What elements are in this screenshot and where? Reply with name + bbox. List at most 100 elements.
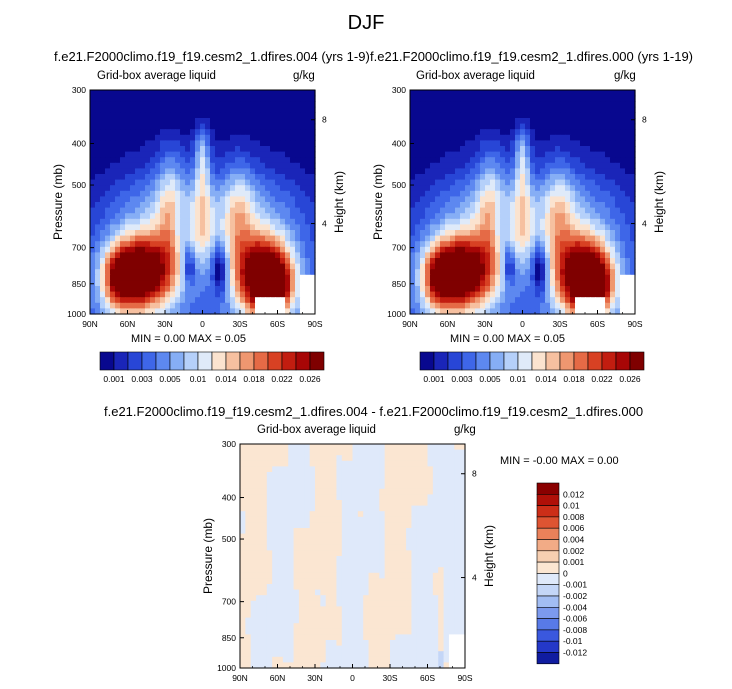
- panel2-cell: [625, 263, 631, 270]
- panel3-cell: [411, 516, 418, 523]
- panel2-cell: [415, 224, 421, 231]
- panel3-cell: [432, 488, 439, 495]
- panel3-cell: [272, 460, 279, 467]
- panel1-cell: [125, 134, 131, 141]
- panel2-cell: [610, 286, 616, 293]
- panel1-xtick-label: 60S: [270, 319, 285, 329]
- panel2-cell: [485, 246, 491, 253]
- panel3-cell: [347, 511, 354, 518]
- panel3-cell: [454, 488, 461, 495]
- panel1-cell: [300, 90, 306, 97]
- panel3-cell: [288, 477, 295, 484]
- panel2-cell: [550, 252, 556, 259]
- panel3-cell: [459, 539, 466, 546]
- panel2-cell: [480, 274, 486, 281]
- panel1-cell: [160, 134, 166, 141]
- panel2-cell: [490, 179, 496, 186]
- panel1-cell: [225, 112, 231, 119]
- panel3-cell: [395, 455, 402, 462]
- panel2-cell: [545, 101, 551, 108]
- panel3-cell: [347, 449, 354, 456]
- panel3-cell: [288, 460, 295, 467]
- panel2-cell: [425, 101, 431, 108]
- panel2-cell: [625, 157, 631, 164]
- panel1-cell: [260, 106, 266, 113]
- panel1-cell: [95, 146, 101, 153]
- panel1-cell: [105, 162, 111, 169]
- panel3-cell: [422, 444, 429, 451]
- panel2-cell: [485, 218, 491, 225]
- panel1-cell: [120, 274, 126, 281]
- panel2-cell: [445, 224, 451, 231]
- panel2-cell: [445, 157, 451, 164]
- panel1-cell: [245, 207, 251, 214]
- panel3-cell: [256, 561, 263, 568]
- panel3-cell: [357, 511, 364, 518]
- panel1-cell: [270, 280, 276, 287]
- panel1-cell: [130, 106, 136, 113]
- panel1-cell: [205, 308, 211, 315]
- panel2-cell: [510, 134, 516, 141]
- panel3-cell: [325, 477, 332, 484]
- panel3-cell: [352, 567, 359, 574]
- panel1-cell: [215, 286, 221, 293]
- panel2-cell: [435, 162, 441, 169]
- panel2-cell: [495, 118, 501, 125]
- panel1-cell: [310, 129, 316, 136]
- panel2-cell: [485, 207, 491, 214]
- panel3-cell: [390, 578, 396, 585]
- panel2-cell: [625, 134, 631, 141]
- panel1-cell: [130, 162, 136, 169]
- panel2-cell: [550, 308, 556, 315]
- panel3-cell: [390, 488, 396, 495]
- panel1-cell: [120, 123, 126, 130]
- panel3-cell: [459, 550, 466, 557]
- panel1-cell: [210, 241, 216, 248]
- panel3-cell: [352, 455, 359, 462]
- panel1-cell: [250, 168, 256, 175]
- panel1-cell: [115, 269, 121, 276]
- panel3-cell: [304, 584, 311, 591]
- panel2-cell: [415, 112, 421, 119]
- panel2-cell: [480, 185, 486, 192]
- panel1-cell: [310, 302, 316, 309]
- panel1-cell: [135, 146, 141, 153]
- panel2-cell: [560, 140, 566, 147]
- panel3-cell: [336, 444, 343, 451]
- panel2-cell: [430, 224, 436, 231]
- panel1-cell: [165, 106, 171, 113]
- panel3-cell: [406, 528, 413, 535]
- panel2-cell: [610, 230, 616, 237]
- panel3-cell: [427, 528, 434, 535]
- panel3-cell: [347, 522, 354, 529]
- panel1-cell: [195, 123, 201, 130]
- panel3-cell: [272, 550, 279, 557]
- panel3-cell: [368, 483, 375, 490]
- panel3-cell: [357, 539, 364, 546]
- panel2-cell: [500, 263, 506, 270]
- panel1-cell: [205, 118, 211, 125]
- panel2-cell: [410, 302, 416, 309]
- panel3-cell: [261, 584, 268, 591]
- panel1-cell: [240, 123, 246, 130]
- panel3-cell: [304, 444, 311, 451]
- panel2-cell: [435, 224, 441, 231]
- panel2-cell: [425, 258, 431, 265]
- panel1-cell: [250, 218, 256, 225]
- panel2-cell: [525, 196, 531, 203]
- panel2-cell: [520, 224, 526, 231]
- panel1-cell: [90, 101, 96, 108]
- panel2-cell: [600, 134, 606, 141]
- panel1-cell: [95, 118, 101, 125]
- panel2-cell: [420, 157, 426, 164]
- panel2-cell: [525, 168, 531, 175]
- panel2-cell: [480, 258, 486, 265]
- panel2-cell: [530, 224, 536, 231]
- panel3-cell: [352, 505, 359, 512]
- panel1-cell: [190, 174, 196, 181]
- panel3-cell: [341, 494, 348, 501]
- panel2-cell: [625, 123, 631, 130]
- panel2-cell: [460, 174, 466, 181]
- panel1-cell: [105, 112, 111, 119]
- panel3-cell: [390, 567, 396, 574]
